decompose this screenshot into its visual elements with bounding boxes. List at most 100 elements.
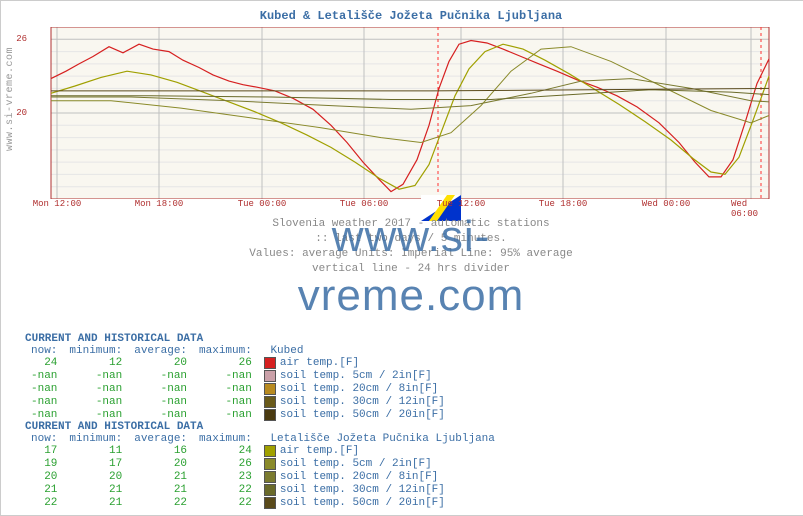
col-header: minimum: [63,433,128,445]
cell: 12 [63,357,128,370]
data-table-ljubljana: CURRENT AND HISTORICAL DATA now:minimum:… [25,421,501,510]
cell: 21 [25,484,63,497]
cell: -nan [193,383,258,396]
col-header: minimum: [63,345,128,357]
table-row: 24122026 air temp.[F] [25,357,451,370]
cell: 26 [193,357,258,370]
caption-line: Slovenia weather 2017 - automatic statio… [31,217,791,232]
col-header: average: [128,433,193,445]
table-row: -nan-nan-nan-nansoil temp. 20cm / 8in[F] [25,383,451,396]
swatch-icon [264,497,276,509]
table-row: -nan-nan-nan-nansoil temp. 30cm / 12in[F… [25,396,451,409]
legend-cell: air temp.[F] [258,357,451,370]
swatch-icon [264,471,276,483]
legend-cell: air temp.[F] [258,445,501,458]
chart-svg [31,27,781,199]
col-header: now: [25,433,63,445]
cell: -nan [63,409,128,422]
chart-title: Kubed & Letališče Jožeta Pučnika Ljublja… [31,9,791,23]
cell: 22 [25,497,63,510]
caption-line: Values: average Units: Imperial Line: 95… [31,247,791,262]
cell: -nan [193,409,258,422]
station-name: Kubed [258,345,451,357]
cell: 22 [193,484,258,497]
ylabel: 26 [16,34,31,44]
cell: 22 [193,497,258,510]
table-row: 22212222soil temp. 50cm / 20in[F] [25,497,501,510]
caption-line: :: last two days / 5 minutes. [31,232,791,247]
swatch-icon [264,396,276,408]
cell: 17 [63,458,128,471]
cell: -nan [25,396,63,409]
table-header: CURRENT AND HISTORICAL DATA [25,333,451,345]
xlabel: Tue 18:00 [539,199,588,209]
col-header: maximum: [193,345,258,357]
cell: -nan [128,396,193,409]
legend-label: soil temp. 20cm / 8in[F] [280,471,438,483]
line-chart: 20 26 [31,27,781,199]
cell: -nan [193,370,258,383]
stats-table: now:minimum:average:maximum: Kubed241220… [25,345,451,422]
cell: -nan [63,370,128,383]
legend-cell: soil temp. 5cm / 2in[F] [258,458,501,471]
col-header: average: [128,345,193,357]
legend-cell: soil temp. 50cm / 20in[F] [258,409,451,422]
cell: 22 [128,497,193,510]
table-row: 19172026soil temp. 5cm / 2in[F] [25,458,501,471]
cell: 16 [128,445,193,458]
legend-cell: soil temp. 30cm / 12in[F] [258,484,501,497]
data-table-kubed: CURRENT AND HISTORICAL DATA now:minimum:… [25,333,451,422]
table-row: 20202123soil temp. 20cm / 8in[F] [25,471,501,484]
legend-label: soil temp. 50cm / 20in[F] [280,409,445,421]
cell: 26 [193,458,258,471]
cell: -nan [25,409,63,422]
station-name: Letališče Jožeta Pučnika Ljubljana [258,433,501,445]
caption-block: www.si-vreme.com Slovenia weather 2017 -… [31,217,791,276]
cell: -nan [193,396,258,409]
legend-label: soil temp. 5cm / 2in[F] [280,458,432,470]
table-row: -nan-nan-nan-nansoil temp. 50cm / 20in[F… [25,409,451,422]
cell: -nan [128,409,193,422]
cell: 20 [128,357,193,370]
site-label-vertical: www.si-vreme.com [5,47,16,151]
legend-label: air temp.[F] [280,445,359,457]
legend-cell: soil temp. 30cm / 12in[F] [258,396,451,409]
swatch-icon [264,383,276,395]
cell: 11 [63,445,128,458]
ylabel: 20 [16,108,31,118]
cell: 17 [25,445,63,458]
cell: -nan [25,383,63,396]
swatch-icon [264,484,276,496]
swatch-icon [264,357,276,369]
cell: 21 [63,484,128,497]
legend-cell: soil temp. 5cm / 2in[F] [258,370,451,383]
legend-cell: soil temp. 50cm / 20in[F] [258,497,501,510]
legend-cell: soil temp. 20cm / 8in[F] [258,471,501,484]
xlabel: Wed 00:00 [642,199,691,209]
legend-label: air temp.[F] [280,357,359,369]
cell: 21 [128,471,193,484]
legend-label: soil temp. 5cm / 2in[F] [280,370,432,382]
legend-label: soil temp. 50cm / 20in[F] [280,497,445,509]
stats-table: now:minimum:average:maximum: Letališče J… [25,433,501,510]
chart-area: Kubed & Letališče Jožeta Pučnika Ljublja… [31,9,791,276]
cell: 21 [128,484,193,497]
swatch-icon [264,409,276,421]
cell: -nan [63,396,128,409]
col-header: now: [25,345,63,357]
cell: 20 [128,458,193,471]
xlabel: Wed 06:00 [731,199,771,219]
cell: 24 [193,445,258,458]
cell: -nan [128,383,193,396]
legend-label: soil temp. 30cm / 12in[F] [280,396,445,408]
xlabel: Tue 12:00 [437,199,486,209]
swatch-icon [264,458,276,470]
table-header: CURRENT AND HISTORICAL DATA [25,421,501,433]
xlabel: Tue 00:00 [238,199,287,209]
cell: -nan [128,370,193,383]
xlabel: Mon 12:00 [33,199,82,209]
cell: 20 [63,471,128,484]
legend-label: soil temp. 20cm / 8in[F] [280,383,438,395]
cell: 24 [25,357,63,370]
cell: 20 [25,471,63,484]
